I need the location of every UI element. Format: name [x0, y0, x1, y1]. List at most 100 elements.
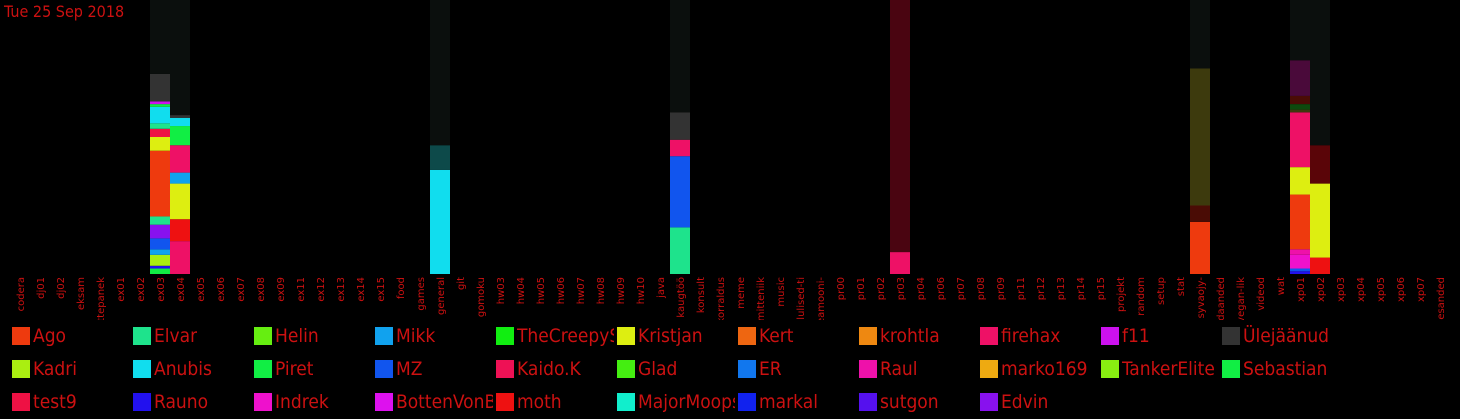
legend-item: Mikk: [375, 321, 493, 351]
legend-item: Kert: [738, 321, 856, 351]
bar-segment-xp01: [1290, 112, 1310, 168]
legend-label: test9: [33, 391, 77, 413]
x-tick-label: pr06: [936, 277, 947, 300]
legend-label: Helin: [275, 325, 319, 347]
legend-label: BottenVonBot: [396, 391, 493, 413]
bar-segment-ex04: [170, 241, 190, 274]
legend-label: Glad: [638, 358, 678, 380]
x-tick-label: pr11: [1016, 277, 1027, 300]
x-tick-label: pr12: [1036, 277, 1047, 300]
legend-label: sutgon: [880, 391, 939, 413]
legend-item: moth: [496, 387, 614, 417]
x-tick-label: mitteniik: [756, 277, 767, 320]
stacked-bar-chart: codera dj01 dj02 eksam ettepanek ex01 ex02 ex03…: [16, 0, 1447, 320]
x-tick-label: general: [436, 277, 447, 315]
x-tick-label: wat: [1276, 277, 1287, 295]
x-tick-label: git: [456, 277, 467, 290]
x-tick-label: ex02: [136, 277, 147, 302]
legend-label: MZ: [396, 358, 423, 380]
x-tick-label: pr01: [856, 277, 867, 300]
bar-segment-kaugtöö: [670, 112, 690, 140]
bar-segment-xp01: [1290, 104, 1310, 110]
legend-item: Edvin: [980, 387, 1098, 417]
x-tick-label: meme: [736, 277, 747, 309]
legend-swatch: [496, 327, 514, 345]
x-tick-label: food: [396, 277, 407, 299]
x-tick-label: ettepanek: [96, 277, 107, 320]
legend-label: Mikk: [396, 325, 436, 347]
legend-item: TheCreepySh: [496, 321, 614, 351]
bar-segment-ex04: [170, 117, 190, 127]
legend-label: TankerElite: [1122, 358, 1215, 380]
bar-segment-ex03: [150, 216, 170, 225]
x-tick-label: hw06: [556, 277, 567, 304]
legend-item: Indrek: [254, 387, 372, 417]
legend-item: Kaido.K: [496, 354, 614, 384]
x-tick-label: teadaanded: [1216, 277, 1227, 320]
bar-segment-xp01: [1290, 254, 1310, 269]
legend-item: markal: [738, 387, 856, 417]
x-tick-label: xp05: [1376, 277, 1387, 302]
bar-segment-ex03: [150, 73, 170, 102]
x-tick-label: ex06: [216, 277, 227, 302]
bar-segment-ex03: [150, 265, 170, 269]
x-tick-label: pr07: [956, 277, 967, 300]
legend-item: Rauno: [133, 387, 251, 417]
bar-segment-ex04: [170, 0, 190, 116]
x-tick-label: random: [1136, 277, 1147, 316]
bar-segment-xp01: [1290, 167, 1310, 195]
legend-item: Elvar: [133, 321, 251, 351]
legend-swatch: [980, 327, 998, 345]
x-tick-label: xp07: [1416, 277, 1427, 302]
legend-item: test9: [12, 387, 130, 417]
legend-label: ER: [759, 358, 782, 380]
legend-swatch: [133, 360, 151, 378]
x-tick-label: java: [656, 277, 667, 299]
bar-segment-ex03: [150, 268, 170, 274]
x-tick-label: ex14: [356, 277, 367, 302]
x-tick-label: ex03: [156, 277, 167, 302]
legend-label: Ülejäänud: [1243, 325, 1330, 347]
legend-item: MajorMoopsy: [617, 387, 735, 417]
legend-item: Kristjan: [617, 321, 735, 351]
legend-item: Ago: [12, 321, 130, 351]
x-tick-label: pr13: [1056, 277, 1067, 300]
legend-item: MZ: [375, 354, 493, 384]
bar-segment-ex04: [170, 183, 190, 220]
bar-segment-general: [430, 145, 450, 170]
legend-swatch: [859, 393, 877, 411]
legend-swatch: [738, 393, 756, 411]
legend-swatch: [12, 360, 30, 378]
legend-swatch: [859, 327, 877, 345]
x-tick-label: ex15: [376, 277, 387, 302]
x-tick-label: pr03: [896, 277, 907, 300]
legend-swatch: [980, 393, 998, 411]
x-tick-label: gomoku: [476, 277, 487, 317]
legend-label: Raul: [880, 358, 918, 380]
legend-swatch: [496, 393, 514, 411]
legend-item: marko169: [980, 354, 1098, 384]
x-tick-label: setup: [1156, 277, 1167, 305]
bar-segment-ex04: [170, 219, 190, 242]
legend-item: ER: [738, 354, 856, 384]
legend-item: f11: [1101, 321, 1219, 351]
x-tick-label: hw09: [616, 277, 627, 304]
bar-segment-ex04: [170, 172, 190, 184]
legend-item: BottenVonBot: [375, 387, 493, 417]
legend-item: krohtla: [859, 321, 977, 351]
legend-label: markal: [759, 391, 818, 413]
bar-segment-ex03: [150, 238, 170, 250]
legend-item: Raul: [859, 354, 977, 384]
x-tick-label: dj01: [36, 277, 47, 299]
legend-swatch: [980, 360, 998, 378]
legend-label: marko169: [1001, 358, 1088, 380]
x-tick-label: hw03: [496, 277, 507, 304]
legend-label: Edvin: [1001, 391, 1049, 413]
bar-segment-ex04: [170, 115, 190, 118]
legend-item: Sebastian: [1222, 354, 1340, 384]
legend-swatch: [496, 360, 514, 378]
bar-segment-ex04: [170, 145, 190, 173]
x-tick-label: games: [416, 277, 427, 311]
legend-label: Indrek: [275, 391, 329, 413]
legend-swatch: [617, 393, 635, 411]
